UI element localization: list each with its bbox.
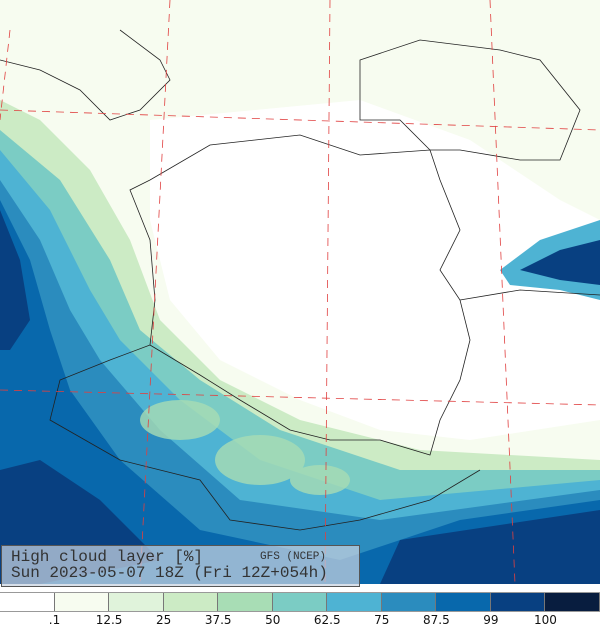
legend-label: 50 (265, 613, 281, 627)
legend-swatch (381, 593, 437, 611)
grid-lines (0, 0, 600, 584)
legend-swatch (327, 593, 382, 611)
legend-swatch (54, 593, 110, 611)
valid-time: Sun 2023-05-07 18Z (Fri 12Z+054h) (11, 564, 328, 582)
legend-label: 87.5 (423, 613, 450, 627)
legend-swatch (218, 593, 273, 611)
legend-label: 25 (155, 613, 172, 627)
map-title-box: High cloud layer [%] GFS (NCEP) Sun 2023… (1, 545, 360, 587)
title: High cloud layer [%] (11, 548, 204, 566)
legend-label: 12.5 (95, 613, 123, 627)
cloud-map (0, 0, 600, 584)
color-legend (0, 592, 600, 612)
source: GFS (NCEP) (260, 551, 327, 563)
legend-swatch (0, 593, 55, 611)
legend-swatch (545, 593, 600, 611)
clear-area (150, 100, 600, 440)
legend-swatch (436, 593, 491, 611)
legend-swatch (109, 593, 164, 611)
legend-swatch (272, 593, 328, 611)
legend-swatch (490, 593, 546, 611)
legend-label: 75 (374, 613, 390, 627)
legend-label: 99 (483, 613, 499, 627)
legend-label: 100 (534, 613, 557, 627)
borders (0, 29, 600, 531)
legend-label: 62.5 (313, 613, 341, 627)
legend-swatch (163, 593, 219, 611)
legend-label: 37.5 (204, 613, 232, 627)
legend-label: .1 (48, 613, 61, 627)
